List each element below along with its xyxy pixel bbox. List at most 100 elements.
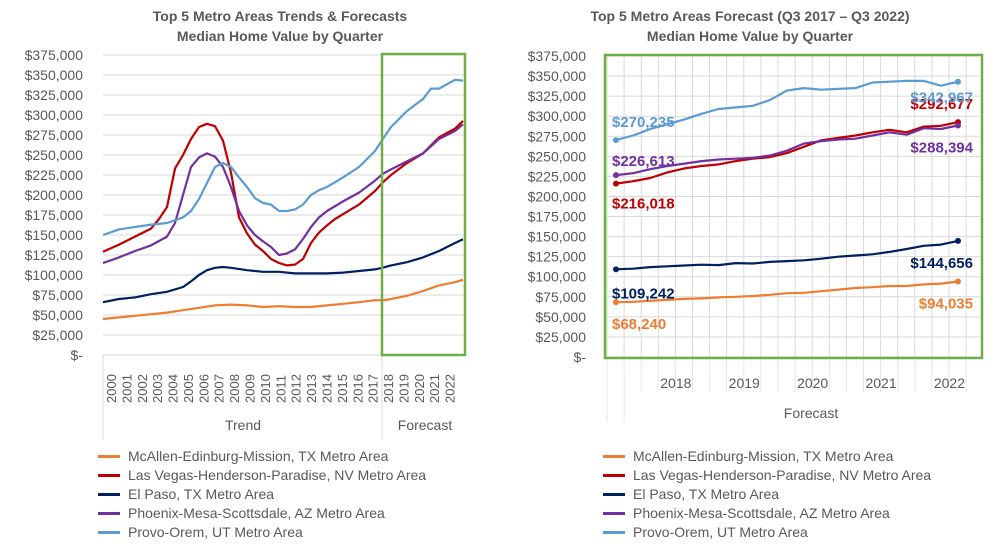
y-tick-label: $375,000 [25,47,84,63]
marker-end-provo [955,78,961,85]
series-line-provo [102,78,464,237]
x-tick-label: 2016 [350,374,365,403]
right-chart-title: Top 5 Metro Areas Forecast (Q3 2017 – Q3… [550,6,950,46]
x-tick-label: 2013 [304,374,319,403]
y-tick-label: $350,000 [25,67,84,83]
y-tick-label: $225,000 [25,167,84,183]
legend-label: El Paso, TX Metro Area [633,486,780,502]
y-tick-label: $150,000 [25,227,84,243]
data-label-start-phoenix: $226,613 [612,153,675,170]
legend-swatch-provo [603,531,625,534]
legend-label: Phoenix-Mesa-Scottsdale, AZ Metro Area [128,505,385,521]
series-line-lasvegas [615,121,959,185]
x-tick-label: 2018 [381,374,396,403]
marker-end-elpaso [955,237,961,244]
legend-label: Provo-Orem, UT Metro Area [633,524,808,540]
y-tick-label: $125,000 [25,247,84,263]
left-chart: $- $25,000 $50,000 $75,000 $100,000 $125,000 $… [25,47,467,440]
x-tick-label: 2004 [166,374,181,403]
y-tick-label: $50,000 [535,309,586,325]
marker-end-mcallen [955,278,961,285]
legend-label: Las Vegas-Henderson-Paradise, NV Metro A… [633,467,932,483]
x-group-label-forecast: Forecast [398,417,453,433]
legend-label: Phoenix-Mesa-Scottsdale, AZ Metro Area [633,505,890,521]
y-tick-label: $300,000 [25,107,84,123]
forecast-highlight-box [380,52,467,357]
series-line-phoenix [102,123,464,265]
legend-item-mcallen: McAllen-Edinburg-Mission, TX Metro Area [98,447,426,466]
series-line-phoenix [615,124,959,177]
x-tick-label: 2021 [865,375,896,391]
x-tick-label: 2009 [243,374,258,403]
y-tick-label: $275,000 [528,128,587,144]
x-tick-label: 2022 [934,375,965,391]
legend-item-phoenix: Phoenix-Mesa-Scottsdale, AZ Metro Area [603,504,931,523]
legend-item-elpaso: El Paso, TX Metro Area [603,485,931,504]
legend-item-provo: Provo-Orem, UT Metro Area [603,523,931,542]
right-chart-title-line1: Top 5 Metro Areas Forecast (Q3 2017 – Q3… [590,8,910,24]
y-tick-label: $25,000 [535,329,586,345]
x-tick-label: 2019 [396,374,411,403]
legend-swatch-phoenix [603,512,625,515]
marker-start-phoenix [613,172,619,179]
data-label-end-phoenix: $288,394 [910,140,973,157]
marker-start-provo [613,137,619,144]
legend-label: McAllen-Edinburg-Mission, TX Metro Area [128,448,389,464]
series-line-mcallen [102,278,464,321]
x-tick-label: 2005 [181,374,196,403]
legend-swatch-elpaso [603,493,625,496]
y-tick-label: $325,000 [25,87,84,103]
x-tick-label: 2002 [135,374,150,403]
x-tick-label: 2001 [119,374,134,403]
data-label-start-mcallen: $68,240 [612,316,666,333]
x-tick-label: 2019 [729,375,760,391]
x-tick-label: 2008 [227,374,242,403]
y-tick-label: $225,000 [528,168,587,184]
y-tick-label: $- [574,349,587,365]
y-tick-label: $375,000 [528,48,587,64]
x-tick-label: 2022 [443,374,458,403]
right-chart: $- $25,000 $50,000 $75,000 $100,000 $125,000 $… [528,48,984,422]
marker-start-elpaso [613,266,619,273]
legend-swatch-elpaso [98,493,120,496]
forecast-border-box [603,53,984,360]
x-group-label-trend: Trend [225,417,261,433]
y-tick-label: $175,000 [25,207,84,223]
y-tick-label: $250,000 [25,147,84,163]
x-tick-label: 2012 [289,374,304,403]
y-tick-label: $100,000 [25,267,84,283]
marker-start-mcallen [613,299,619,306]
y-tick-label: $175,000 [528,209,587,225]
data-label-end-provo: $342,967 [910,90,973,107]
y-tick-label: $250,000 [528,148,587,164]
legend-label: Las Vegas-Henderson-Paradise, NV Metro A… [128,467,427,483]
y-tick-label: $125,000 [528,249,587,265]
x-tick-label: 2006 [196,374,211,403]
series-line-elpaso [615,239,959,271]
y-tick-label: $325,000 [528,88,587,104]
series-line-mcallen [615,280,959,304]
left-chart-title: Top 5 Metro Areas Trends & Forecasts Med… [60,6,500,46]
x-tick-label: 2007 [212,374,227,403]
legend-swatch-phoenix [98,512,120,515]
data-label-end-mcallen: $94,035 [919,296,973,313]
marker-end-phoenix [955,122,961,129]
data-label-end-elpaso: $144,656 [910,255,973,272]
legend-swatch-mcallen [603,455,625,458]
x-tick-label: 2010 [258,374,273,403]
x-tick-label: 2018 [660,375,691,391]
left-chart-subtitle: Median Home Value by Quarter [176,28,384,44]
legend-item-phoenix: Phoenix-Mesa-Scottsdale, AZ Metro Area [98,504,426,523]
x-tick-label: 2020 [797,375,828,391]
data-label-start-provo: $270,235 [612,114,675,131]
y-tick-label: $25,000 [32,327,83,343]
x-tick-label: 2000 [104,374,119,403]
y-tick-label: $350,000 [528,68,587,84]
data-label-end-lasvegas: $292,677 [910,96,973,113]
y-tick-label: $100,000 [528,269,587,285]
x-tick-label: 2003 [150,374,165,403]
legend-item-provo: Provo-Orem, UT Metro Area [98,523,426,542]
right-legend: McAllen-Edinburg-Mission, TX Metro Area … [603,447,931,542]
y-tick-label: $275,000 [25,127,84,143]
